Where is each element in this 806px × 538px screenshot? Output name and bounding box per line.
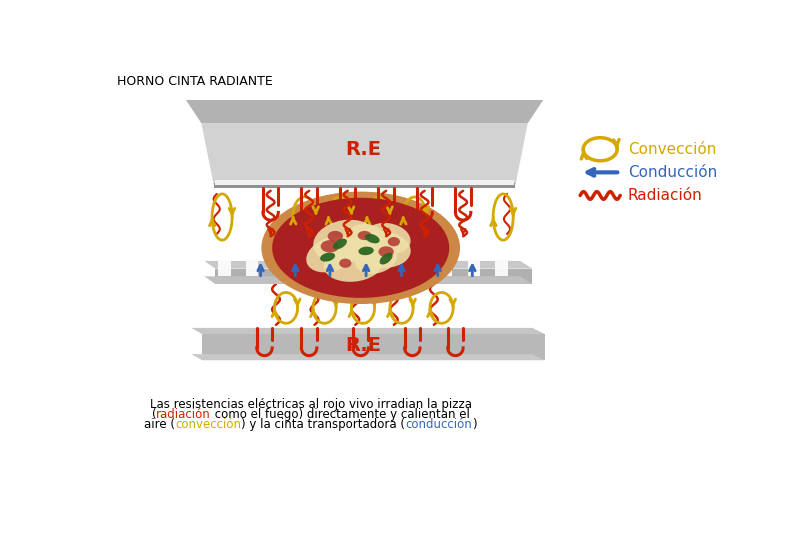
Text: como el fuego) directamente y calientan el: como el fuego) directamente y calientan … bbox=[211, 408, 470, 421]
Text: Las resistencias eléctricas al rojo vivo irradian la pizza: Las resistencias eléctricas al rojo vivo… bbox=[150, 398, 472, 411]
Text: ): ) bbox=[472, 418, 477, 431]
Polygon shape bbox=[205, 261, 533, 268]
Polygon shape bbox=[191, 354, 545, 360]
Polygon shape bbox=[496, 261, 508, 277]
Ellipse shape bbox=[379, 246, 394, 257]
Polygon shape bbox=[191, 328, 545, 334]
Ellipse shape bbox=[321, 240, 339, 252]
Polygon shape bbox=[215, 180, 514, 185]
Text: ) y la cinta transportadora (: ) y la cinta transportadora ( bbox=[242, 418, 405, 431]
Ellipse shape bbox=[365, 223, 410, 254]
Polygon shape bbox=[202, 123, 528, 185]
Ellipse shape bbox=[324, 247, 382, 282]
Text: radiación: radiación bbox=[156, 408, 211, 421]
Polygon shape bbox=[384, 261, 397, 277]
Text: R.E: R.E bbox=[345, 336, 381, 355]
Polygon shape bbox=[246, 261, 258, 277]
Text: Conducción: Conducción bbox=[628, 165, 717, 180]
Ellipse shape bbox=[327, 231, 343, 242]
Ellipse shape bbox=[358, 231, 372, 240]
Polygon shape bbox=[205, 277, 533, 284]
Ellipse shape bbox=[352, 231, 411, 268]
Text: (: ( bbox=[152, 408, 156, 421]
Ellipse shape bbox=[272, 198, 449, 298]
Ellipse shape bbox=[365, 234, 380, 243]
Ellipse shape bbox=[359, 246, 374, 255]
Polygon shape bbox=[202, 334, 545, 360]
Polygon shape bbox=[215, 268, 533, 284]
Polygon shape bbox=[301, 261, 314, 277]
Polygon shape bbox=[357, 261, 369, 277]
Text: Convección: Convección bbox=[628, 141, 717, 157]
Polygon shape bbox=[413, 261, 425, 277]
Ellipse shape bbox=[306, 236, 358, 272]
Polygon shape bbox=[214, 183, 516, 188]
Ellipse shape bbox=[333, 239, 347, 249]
Polygon shape bbox=[274, 261, 286, 277]
Text: HORNO CINTA RADIANTE: HORNO CINTA RADIANTE bbox=[117, 75, 272, 88]
Text: conducción: conducción bbox=[405, 418, 472, 431]
Ellipse shape bbox=[388, 237, 400, 246]
Ellipse shape bbox=[314, 220, 377, 264]
Text: Radiación: Radiación bbox=[628, 188, 703, 203]
Polygon shape bbox=[467, 261, 480, 277]
Polygon shape bbox=[218, 261, 231, 277]
Polygon shape bbox=[440, 261, 452, 277]
Ellipse shape bbox=[380, 253, 393, 265]
Polygon shape bbox=[186, 100, 543, 123]
Ellipse shape bbox=[320, 252, 335, 261]
Ellipse shape bbox=[355, 245, 397, 274]
Text: R.E: R.E bbox=[345, 140, 381, 159]
Ellipse shape bbox=[339, 259, 351, 268]
Polygon shape bbox=[329, 261, 342, 277]
Ellipse shape bbox=[345, 224, 384, 249]
Text: aire (: aire ( bbox=[144, 418, 176, 431]
Ellipse shape bbox=[261, 192, 460, 304]
Text: convección: convección bbox=[176, 418, 242, 431]
